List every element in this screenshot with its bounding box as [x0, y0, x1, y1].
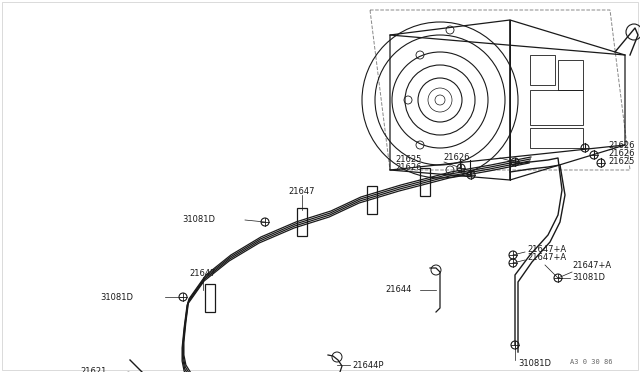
Text: 21626: 21626 [395, 164, 422, 173]
Bar [530, 55, 555, 85]
Bar [558, 60, 583, 90]
Text: A3 0 30 86: A3 0 30 86 [570, 359, 612, 365]
Text: 21621: 21621 [80, 368, 106, 372]
Text: 21647+A: 21647+A [527, 246, 566, 254]
Text: 21625: 21625 [608, 157, 634, 166]
Text: 21647: 21647 [289, 187, 316, 196]
Bar [367, 186, 377, 214]
Text: 21647: 21647 [189, 269, 216, 279]
Bar [530, 128, 583, 148]
Text: 21647+A: 21647+A [527, 253, 566, 263]
Text: 21626: 21626 [608, 141, 634, 150]
Text: 21644: 21644 [385, 285, 412, 295]
Text: 31081D: 31081D [182, 215, 215, 224]
Text: 31081D: 31081D [572, 273, 605, 282]
Text: 21626: 21626 [608, 148, 634, 157]
Bar [530, 90, 583, 125]
Bar [420, 168, 430, 196]
Text: 21644P: 21644P [352, 360, 383, 369]
Text: 21647+A: 21647+A [572, 260, 611, 269]
Text: 31081D: 31081D [518, 359, 551, 368]
Bar [297, 208, 307, 236]
Text: 21625: 21625 [395, 155, 421, 164]
Text: 31081D: 31081D [100, 292, 133, 301]
Text: 21626: 21626 [443, 154, 470, 163]
Bar [205, 284, 215, 312]
